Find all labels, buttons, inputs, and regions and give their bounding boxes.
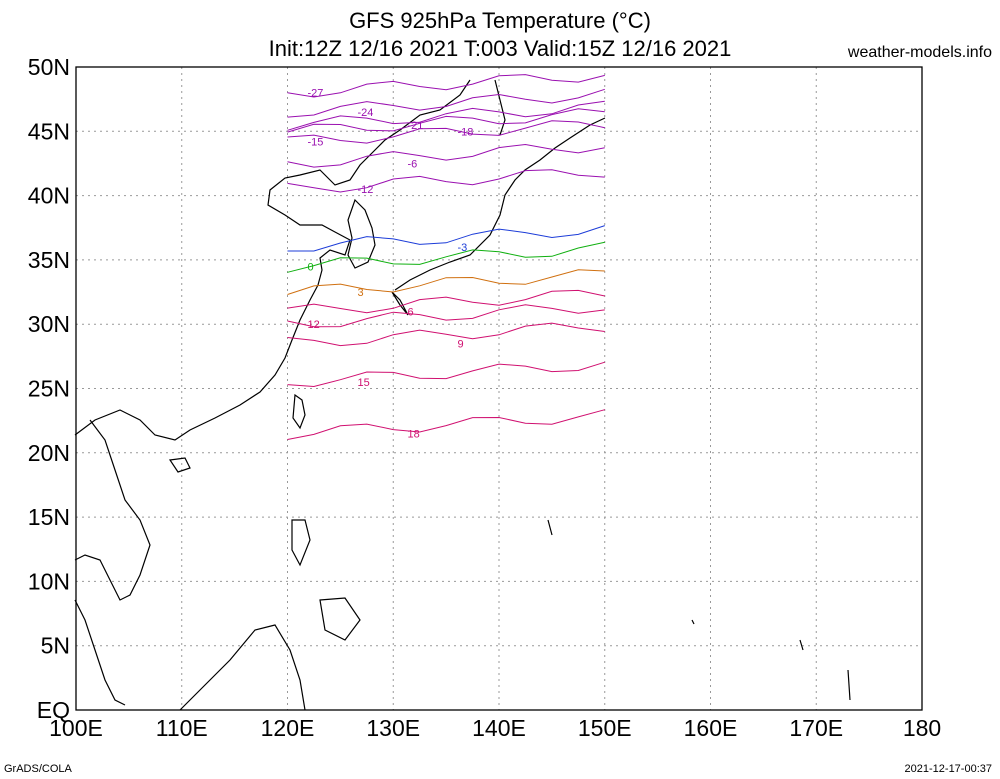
- lat-tick-label: EQ: [37, 697, 70, 723]
- gridlines: [76, 67, 922, 710]
- coast-mindanao: [319, 597, 361, 641]
- contour-line: [287, 108, 605, 133]
- contour-line: [287, 143, 605, 168]
- contour-line: [287, 120, 605, 144]
- lat-tick-label: 25N: [28, 376, 70, 402]
- contour-label: -24: [358, 107, 374, 119]
- lat-tick-labels: EQ 5N 10N 15N 20N 25N 30N 35N 40N 45N 50N: [28, 54, 70, 723]
- contour-line: [287, 289, 605, 314]
- lat-tick-label: 35N: [28, 247, 70, 273]
- lat-tick-label: 20N: [28, 440, 70, 466]
- coastlines: [74, 79, 851, 711]
- lon-tick-label: 140E: [472, 715, 526, 741]
- site-credit: weather-models.info: [847, 44, 992, 61]
- coast-korea: [347, 198, 376, 269]
- contour-line: [287, 361, 605, 388]
- contour-label: 12: [308, 319, 320, 331]
- contour-label: -3: [458, 242, 468, 254]
- map-title: GFS 925hPa Temperature (°C): [349, 8, 651, 33]
- footer-timestamp: 2021-12-17-00:37: [904, 763, 992, 775]
- contour-line: [287, 409, 605, 440]
- lat-tick-label: 40N: [28, 183, 70, 209]
- lon-tick-label: 160E: [684, 715, 738, 741]
- contour-line: [287, 88, 605, 118]
- coast-sakhalin: [494, 79, 506, 136]
- coast-borneo: [179, 624, 306, 711]
- coast-hainan: [168, 457, 191, 473]
- lon-tick-labels: 100E 110E 120E 130E 140E 150E 160E 170E 180: [49, 715, 941, 741]
- lat-tick-label: 10N: [28, 568, 70, 594]
- lon-tick-label: 120E: [261, 715, 315, 741]
- contour-label: 6: [408, 306, 414, 318]
- contour-label: 0: [308, 261, 314, 273]
- contour-label: 15: [358, 377, 370, 389]
- map-subtitle: Init:12Z 12/16 2021 T:003 Valid:15Z 12/1…: [268, 36, 732, 61]
- contour-line: [287, 322, 605, 347]
- lat-tick-label: 45N: [28, 118, 70, 144]
- coast-malay: [74, 599, 126, 706]
- contour-line: [287, 304, 605, 328]
- contour-line: [287, 169, 605, 193]
- lon-tick-label: 170E: [789, 715, 843, 741]
- coast-kyushu: [391, 291, 409, 316]
- lon-tick-label: 110E: [156, 715, 208, 741]
- contour-line: [287, 225, 605, 252]
- lon-tick-label: 150E: [578, 715, 632, 741]
- contour-label: -27: [308, 88, 324, 100]
- coast-islands: [547, 519, 851, 701]
- contour-line: [287, 241, 605, 273]
- lat-tick-label: 30N: [28, 311, 70, 337]
- map-frame: [75, 66, 923, 711]
- lon-tick-label: 180: [903, 715, 941, 741]
- lat-tick-label: 15N: [28, 504, 70, 530]
- coast-japan: [394, 117, 606, 291]
- contour-label: 18: [408, 429, 420, 441]
- coast-luzon: [291, 519, 311, 567]
- lon-tick-label: 100E: [49, 715, 103, 741]
- coast-taiwan: [292, 393, 306, 430]
- contour-line: [287, 269, 605, 295]
- coast-indochina: [74, 419, 151, 601]
- footer-credit: GrADS/COLA: [4, 763, 72, 775]
- contour-label: 3: [358, 287, 364, 299]
- contour-line: [287, 100, 605, 131]
- lat-tick-label: 50N: [28, 54, 70, 80]
- lat-tick-label: 5N: [41, 633, 70, 659]
- contour-line: [287, 74, 605, 98]
- contour-label: -12: [358, 184, 374, 196]
- lon-tick-label: 130E: [366, 715, 420, 741]
- coast-mainland: [74, 79, 471, 441]
- contour-label: -15: [308, 137, 324, 149]
- contour-label: 9: [458, 338, 464, 350]
- contour-label: -6: [408, 158, 418, 170]
